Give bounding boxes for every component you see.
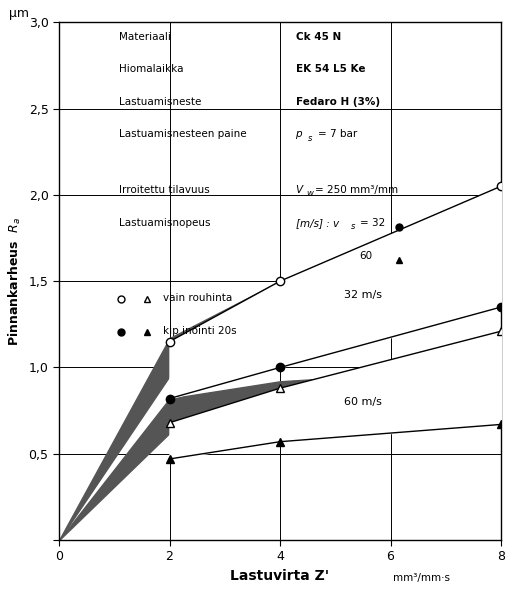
Text: μm: μm bbox=[9, 6, 29, 19]
Text: Lastuamisnesteen paine: Lastuamisnesteen paine bbox=[119, 129, 246, 139]
Text: s: s bbox=[308, 133, 312, 143]
Text: = 250 mm³/mm: = 250 mm³/mm bbox=[315, 185, 398, 195]
Text: [m/s] : v: [m/s] : v bbox=[295, 218, 338, 228]
Text: = 7 bar: = 7 bar bbox=[317, 129, 357, 139]
X-axis label: Lastuvirta Z': Lastuvirta Z' bbox=[230, 569, 330, 583]
Text: p: p bbox=[295, 129, 302, 139]
Text: Irroitettu tilavuus: Irroitettu tilavuus bbox=[119, 185, 209, 195]
Text: 32 m/s: 32 m/s bbox=[344, 290, 382, 300]
Text: s: s bbox=[351, 222, 355, 231]
Text: 60: 60 bbox=[359, 251, 373, 261]
Text: w: w bbox=[307, 189, 313, 198]
Y-axis label: Pinnankarheus  $R_a$: Pinnankarheus $R_a$ bbox=[7, 217, 23, 346]
Text: Fedaro H (3%): Fedaro H (3%) bbox=[295, 97, 379, 107]
Text: vain rouhinta: vain rouhinta bbox=[163, 293, 232, 303]
Text: Lastuamisneste: Lastuamisneste bbox=[119, 97, 201, 107]
Text: Ck 45 N: Ck 45 N bbox=[295, 31, 341, 41]
Text: mm³/mm·s: mm³/mm·s bbox=[393, 573, 451, 583]
Text: V: V bbox=[295, 185, 303, 195]
Text: Materiaali: Materiaali bbox=[119, 31, 170, 41]
Text: Lastuamisnopeus: Lastuamisnopeus bbox=[119, 218, 210, 228]
Text: Hiomalaikka: Hiomalaikka bbox=[119, 64, 183, 74]
Text: kip inöinti 20s: kip inöinti 20s bbox=[163, 326, 237, 336]
Text: 60 m/s: 60 m/s bbox=[344, 397, 382, 407]
Text: EK 54 L5 Ke: EK 54 L5 Ke bbox=[295, 64, 365, 74]
Text: = 32: = 32 bbox=[359, 218, 385, 228]
